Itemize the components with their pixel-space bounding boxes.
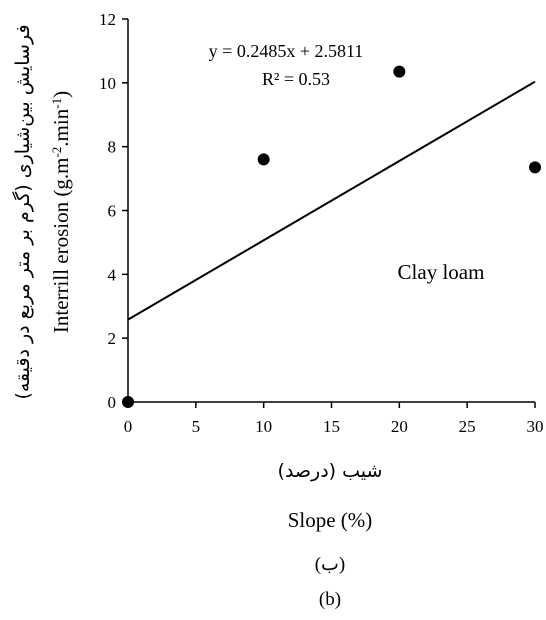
axes	[127, 19, 535, 403]
data-point	[257, 153, 270, 166]
y-axis-title-sup2: -1	[49, 98, 64, 109]
caption-persian: (ب)	[315, 554, 346, 575]
y-axis-title-mid: .min	[49, 108, 73, 146]
x-tick-label: 30	[527, 417, 544, 436]
y-tick-label: 12	[99, 10, 116, 29]
x-ticks: 0 5 10 15 20 25 30	[124, 402, 544, 436]
trendline-equation: y = 0.2485x + 2.5811	[209, 41, 364, 61]
y-tick-label: 0	[108, 393, 117, 412]
data-point	[529, 161, 541, 174]
y-ticks: 0 2 4 6 8 10 12	[99, 10, 128, 412]
data-point	[393, 65, 406, 78]
trendline	[127, 80, 536, 321]
y-tick-label: 4	[108, 265, 117, 284]
soil-type-annotation: Clay loam	[398, 260, 485, 284]
r-squared-label: R² = 0.53	[262, 69, 330, 89]
y-tick-label: 8	[108, 138, 117, 157]
y-axis-title-base: Interrill erosion (g.m	[49, 158, 73, 334]
y-tick-label: 10	[99, 74, 116, 93]
caption-english: (b)	[319, 589, 341, 610]
x-tick-label: 15	[323, 417, 340, 436]
x-tick-label: 25	[459, 417, 476, 436]
x-tick-label: 10	[255, 417, 272, 436]
data-points	[122, 65, 541, 408]
x-tick-label: 20	[391, 417, 408, 436]
x-tick-label: 5	[192, 417, 201, 436]
y-tick-label: 6	[108, 202, 117, 221]
y-axis-title-end: )	[49, 91, 73, 98]
y-axis-title-sup1: -2	[49, 147, 64, 158]
y-axis-title: Interrill erosion (g.m-2.min-1)	[49, 91, 74, 333]
y-tick-label: 2	[108, 329, 117, 348]
x-tick-label: 0	[124, 417, 133, 436]
x-axis-title-persian: شیب (درصد)	[278, 460, 383, 482]
x-axis-title: Slope (%)	[288, 508, 373, 532]
data-point	[122, 396, 134, 408]
y-axis-title-persian: فرسایش بین‌شیاری (گرم بر متر مربع در دقی…	[11, 24, 34, 399]
